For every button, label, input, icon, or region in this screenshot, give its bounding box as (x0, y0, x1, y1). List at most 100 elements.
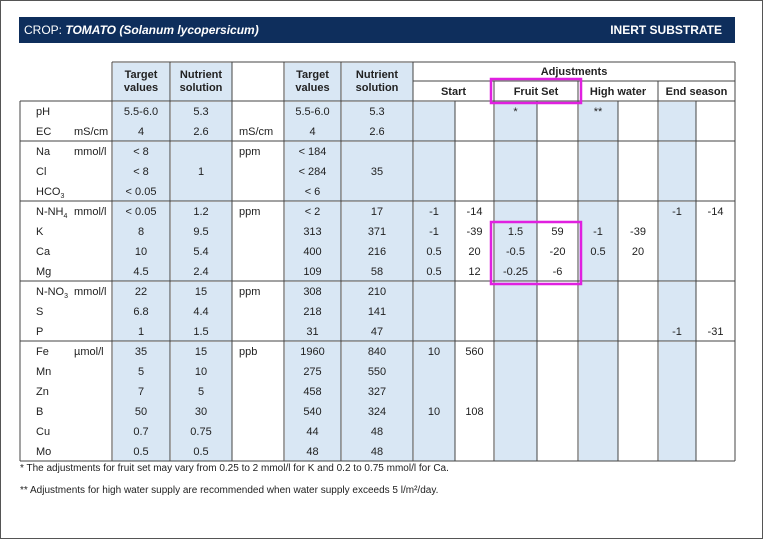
shaded-cell (579, 282, 618, 341)
shaded-cell (659, 342, 696, 461)
solution-value: 5 (198, 386, 204, 398)
target-value: 10 (135, 246, 147, 258)
unit-label: µmol/l (74, 346, 104, 358)
nutrient-name: N-NH4 (36, 206, 68, 220)
header-target-values-2: Target (296, 69, 329, 81)
header-shade (113, 63, 170, 101)
header-fruit-set: Fruit Set (514, 86, 559, 98)
header-target-values: values (124, 82, 158, 94)
shaded-cell (342, 282, 413, 341)
adjustment-value: -0.25 (503, 266, 528, 278)
solution-value-2: 2.6 (369, 126, 384, 138)
nutrient-name: Fe (36, 346, 49, 358)
nutrient-name: Cu (36, 426, 50, 438)
adjustment-value: -39 (467, 226, 483, 238)
solution-value-2: 17 (371, 206, 383, 218)
shaded-cell (285, 342, 341, 461)
header-nutrient-solution-2: solution (356, 82, 399, 94)
unit-label: mmol/l (74, 286, 106, 298)
target-value-2: 313 (303, 226, 321, 238)
solution-value: 2.6 (193, 126, 208, 138)
header-nutrient-solution: solution (180, 82, 223, 94)
header-high-water: High water (590, 86, 647, 98)
adjustment-value: -14 (467, 206, 483, 218)
target-value-2: 540 (303, 406, 321, 418)
fruit-set-values-highlight (489, 220, 583, 286)
header-start: Start (441, 86, 466, 98)
nutrient-name: Na (36, 146, 51, 158)
shaded-cell (579, 342, 618, 461)
target-value: 1 (138, 326, 144, 338)
target-value-2: 48 (306, 446, 318, 458)
shaded-cell (285, 142, 341, 201)
target-value-2: < 2 (305, 206, 321, 218)
target-value-2: < 284 (299, 166, 327, 178)
unit-label: mS/cm (74, 126, 108, 138)
adjustment-value: 12 (468, 266, 480, 278)
nutrient-name: HCO3 (36, 186, 64, 200)
target-value: 50 (135, 406, 147, 418)
solution-value: 0.75 (190, 426, 211, 438)
shaded-cell (414, 102, 455, 141)
nutrient-name: Cl (36, 166, 46, 178)
header-nutrient-solution: Nutrient (180, 69, 223, 81)
shaded-cell (285, 282, 341, 341)
fruit-set-highlight (489, 77, 583, 105)
target-value: < 0.05 (126, 206, 157, 218)
solution-value-2: 58 (371, 266, 383, 278)
target-value: 0.5 (133, 446, 148, 458)
target-value: 4 (138, 126, 144, 138)
adjustment-value: 0.5 (590, 246, 605, 258)
target-value-2: 31 (306, 326, 318, 338)
nutrient-name: EC (36, 126, 51, 138)
shaded-cell (171, 102, 232, 141)
header-adjustments: Adjustments (541, 66, 608, 78)
unit-label-2: mS/cm (239, 126, 273, 138)
shaded-cell (495, 202, 537, 281)
target-value: < 8 (133, 166, 149, 178)
target-value-2: 400 (303, 246, 321, 258)
header-shade (285, 63, 341, 101)
adjustment-value: -1 (672, 206, 682, 218)
target-value-2: 4 (309, 126, 315, 138)
adjustment-value: -6 (553, 266, 563, 278)
target-value-2: 1960 (300, 346, 324, 358)
target-value: 8 (138, 226, 144, 238)
nutrient-name: Mg (36, 266, 51, 278)
target-value-2: 458 (303, 386, 321, 398)
adjustment-value: -0.5 (506, 246, 525, 258)
shaded-cell (113, 202, 170, 281)
unit-label: mmol/l (74, 146, 106, 158)
shaded-cell (113, 142, 170, 201)
adjustment-value: -31 (708, 326, 724, 338)
target-value: 7 (138, 386, 144, 398)
solution-value-2: 210 (368, 286, 386, 298)
adjustment-value: -1 (429, 226, 439, 238)
target-value-2: 218 (303, 306, 321, 318)
shaded-cell (659, 102, 696, 141)
solution-value-2: 550 (368, 366, 386, 378)
shaded-cell (495, 282, 537, 341)
solution-value-2: 324 (368, 406, 386, 418)
solution-value-2: 35 (371, 166, 383, 178)
solution-value-2: 840 (368, 346, 386, 358)
unit-label-2: ppm (239, 206, 260, 218)
target-value: 6.8 (133, 306, 148, 318)
shaded-cell (113, 282, 170, 341)
shaded-cell (113, 102, 170, 141)
shaded-cell (579, 202, 618, 281)
nutrient-name: K (36, 226, 44, 238)
shaded-cell (414, 342, 455, 461)
adjustment-value: 10 (428, 346, 440, 358)
shaded-cell (285, 102, 341, 141)
header-target-values: Target (125, 69, 158, 81)
nutrient-name: Ca (36, 246, 51, 258)
shaded-cell (342, 142, 413, 201)
target-value-2: 109 (303, 266, 321, 278)
unit-label: mmol/l (74, 206, 106, 218)
nutrient-name: S (36, 306, 43, 318)
solution-value-2: 47 (371, 326, 383, 338)
unit-label-2: ppb (239, 346, 257, 358)
adjustment-value: -39 (630, 226, 646, 238)
shaded-cell (171, 282, 232, 341)
